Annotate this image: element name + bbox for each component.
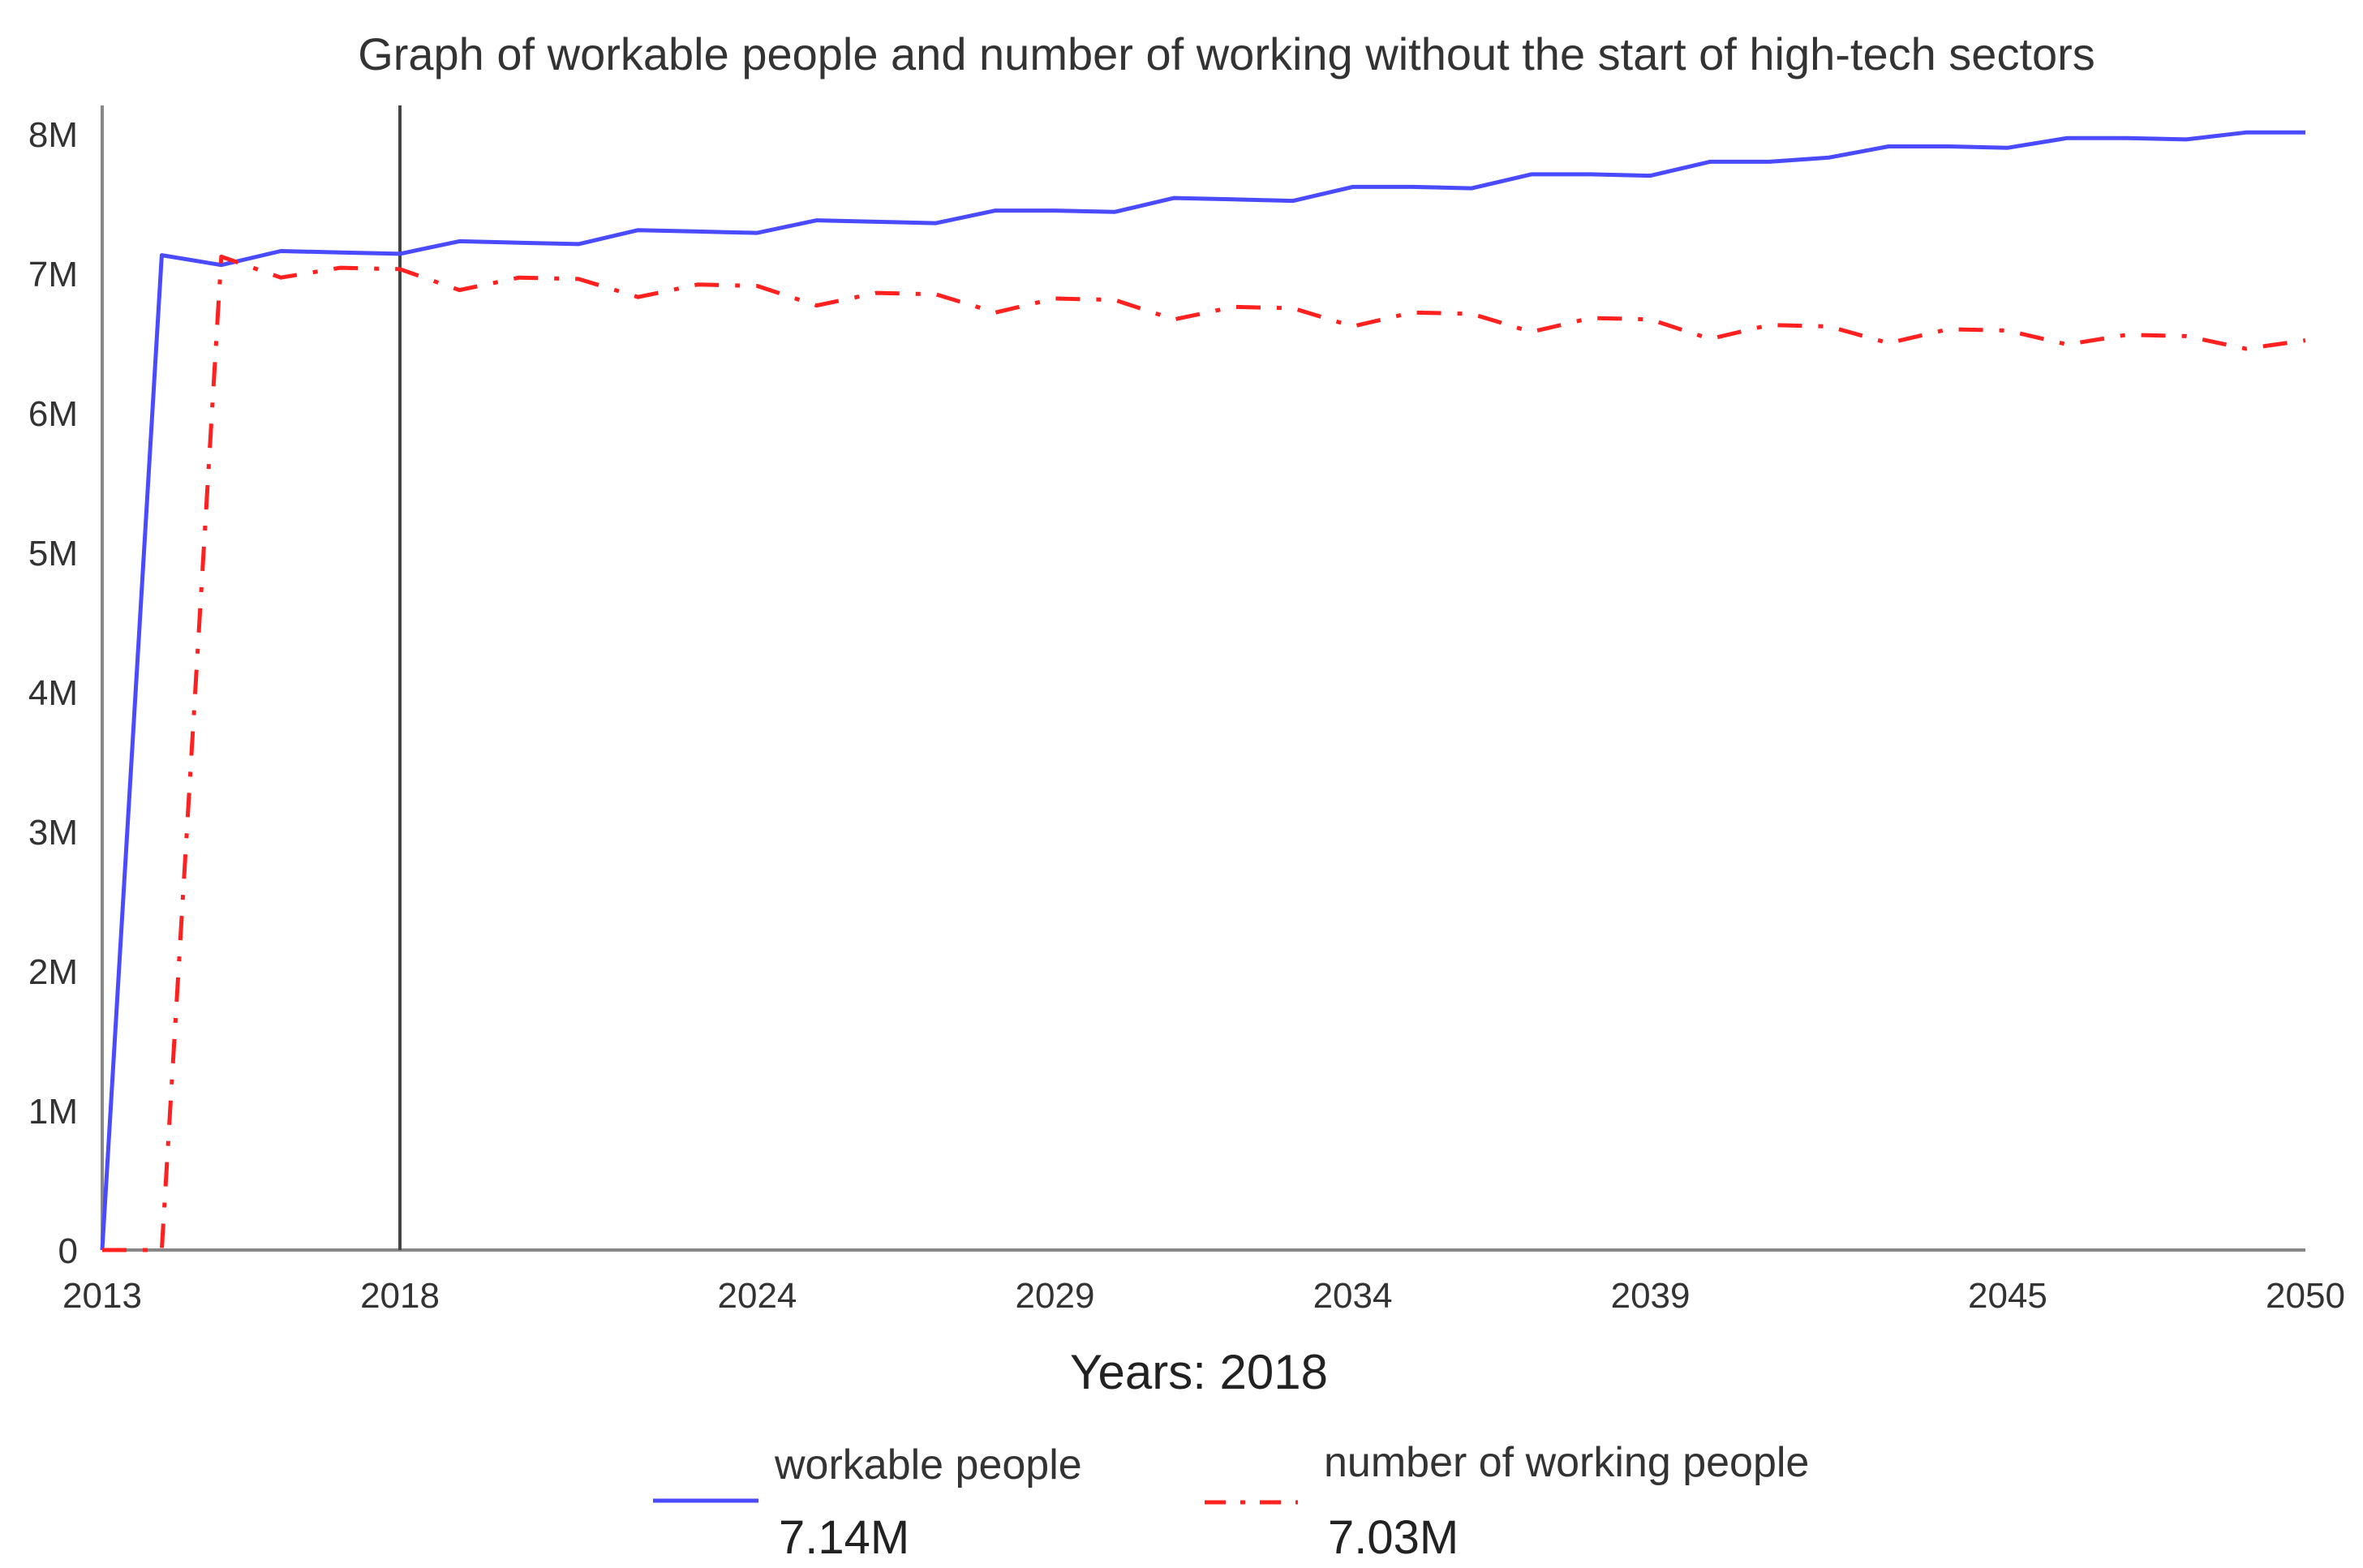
y-tick-label: 1M: [28, 1092, 78, 1132]
legend-label-workable-people: workable people: [774, 1441, 1082, 1489]
x-axis-ticks: 2013 2018 2024 2029 2034 2039 2045 2050: [62, 1276, 2345, 1316]
legend-value-number-of-working-people: 7.03M: [1328, 1511, 1459, 1564]
legend: workable people 7.14M number of working …: [653, 1439, 1809, 1564]
x-tick-label: 2024: [718, 1276, 797, 1316]
x-tick-label: 2039: [1611, 1276, 1691, 1316]
x-tick-label: 2045: [1968, 1276, 2047, 1316]
x-tick-label: 2018: [360, 1276, 440, 1316]
chart-title: Graph of workable people and number of w…: [358, 28, 2095, 79]
y-axis-ticks: 0 1M 2M 3M 4M 5M 6M 7M 8M: [28, 115, 78, 1271]
x-tick-label: 2029: [1016, 1276, 1095, 1316]
legend-label-number-of-working-people: number of working people: [1324, 1439, 1809, 1486]
y-tick-label: 7M: [28, 255, 78, 294]
y-tick-label: 3M: [28, 813, 78, 853]
y-tick-label: 0: [58, 1231, 78, 1271]
y-tick-label: 4M: [28, 673, 78, 713]
legend-value-workable-people: 7.14M: [779, 1511, 909, 1564]
series-line-number-of-working-people: [102, 254, 2306, 1252]
x-tick-label: 2050: [2266, 1276, 2345, 1316]
y-tick-label: 6M: [28, 394, 78, 434]
y-tick-label: 8M: [28, 115, 78, 155]
y-tick-label: 2M: [28, 952, 78, 992]
series-layer: [100, 130, 2306, 1252]
x-tick-label: 2034: [1313, 1276, 1393, 1316]
series-line-workable-people: [100, 130, 2305, 1251]
legend-item-workable-people: workable people 7.14M: [653, 1441, 1082, 1564]
x-axis-label: Years: 2018: [1070, 1345, 1328, 1399]
y-tick-label: 5M: [28, 534, 78, 574]
x-tick-label: 2013: [62, 1276, 142, 1316]
legend-item-number-of-working-people: number of working people 7.03M: [1205, 1439, 1809, 1564]
